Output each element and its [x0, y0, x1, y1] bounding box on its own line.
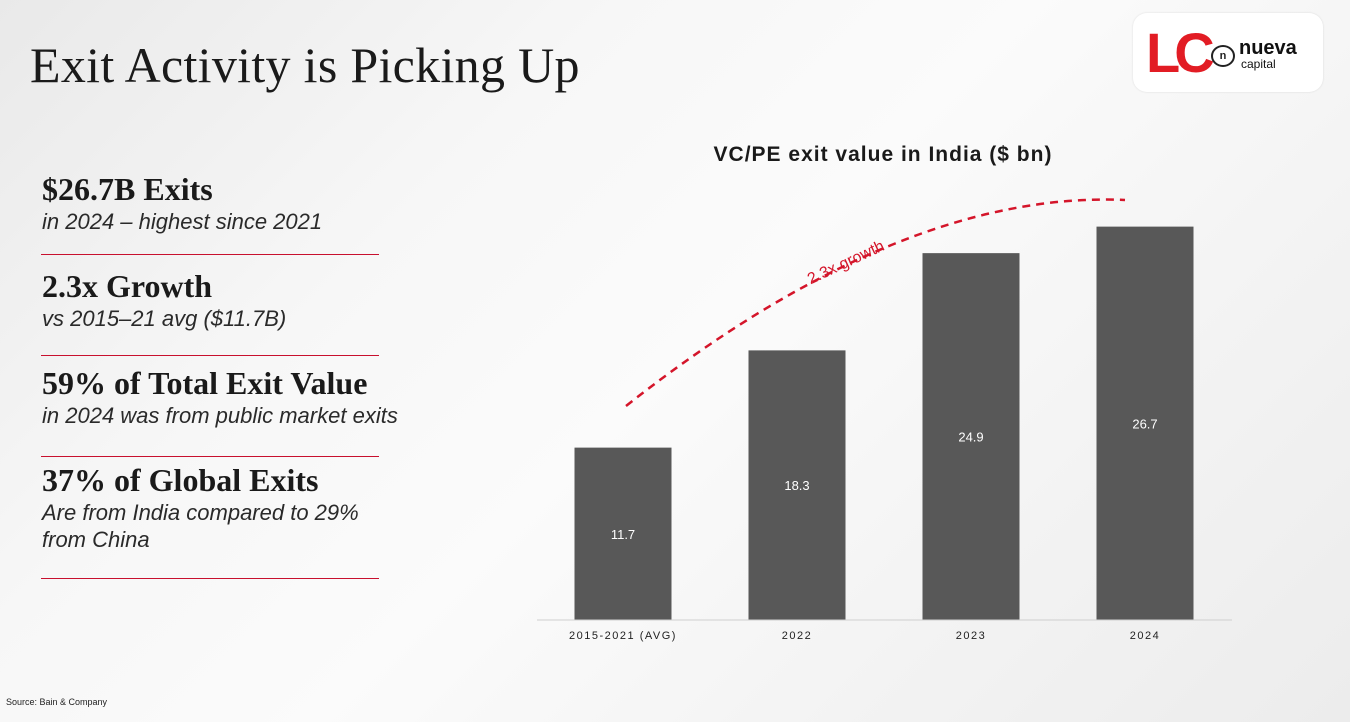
logo-subtitle: capital: [1241, 57, 1276, 71]
bar-2: [922, 253, 1020, 620]
x-tick-label: 2022: [782, 630, 812, 642]
bar-value-label: 26.7: [1132, 416, 1157, 431]
divider: [41, 254, 379, 255]
bar-0: [574, 447, 672, 620]
x-tick-label: 2023: [956, 630, 986, 642]
logo-lc-mark: LC: [1146, 21, 1215, 84]
stat-headline: 2.3x Growth: [42, 268, 213, 304]
stat-headline: 59% of Total Exit Value: [42, 365, 368, 401]
bar-value-label: 18.3: [784, 478, 809, 493]
x-tick-label: 2024: [1130, 630, 1160, 642]
growth-arc: [625, 198, 1126, 407]
company-logo: LC n nueva capital: [1133, 13, 1323, 92]
stat-global-share: 37% of Global Exits Are from India compa…: [42, 461, 382, 553]
stat-detail: in 2024 was from public market exits: [42, 403, 398, 428]
stat-detail: vs 2015–21 avg ($11.7B): [42, 306, 287, 331]
stat-headline: $26.7B Exits: [42, 171, 213, 207]
source-note: Source: Bain & Company: [6, 697, 108, 707]
divider: [41, 355, 379, 356]
page-title: Exit Activity is Picking Up: [30, 37, 580, 93]
stat-growth: 2.3x Growth vs 2015–21 avg ($11.7B): [42, 267, 382, 332]
growth-annotation: 2.3x growth: [805, 238, 887, 288]
logo-wordmark: nueva: [1239, 37, 1297, 59]
bar-value-label: 24.9: [958, 430, 983, 445]
bar-3: [1096, 226, 1194, 620]
stat-detail: in 2024 – highest since 2021: [42, 209, 323, 234]
bar-1: [748, 350, 846, 620]
stat-detail: Are from India compared to 29%: [42, 500, 359, 525]
divider: [41, 578, 379, 579]
x-tick-label: 2015-2021 (AVG): [569, 630, 677, 642]
chart-title: VC/PE exit value in India ($ bn): [714, 143, 1053, 166]
stat-public-market: 59% of Total Exit Value in 2024 was from…: [42, 364, 398, 429]
stat-headline: 37% of Global Exits: [42, 462, 319, 498]
stat-exits: $26.7B Exits in 2024 – highest since 202…: [42, 170, 382, 235]
logo-badge: n: [1211, 45, 1235, 67]
divider: [41, 456, 379, 457]
bar-value-label: 11.7: [611, 527, 635, 542]
stat-detail-line2: from China: [42, 527, 150, 552]
